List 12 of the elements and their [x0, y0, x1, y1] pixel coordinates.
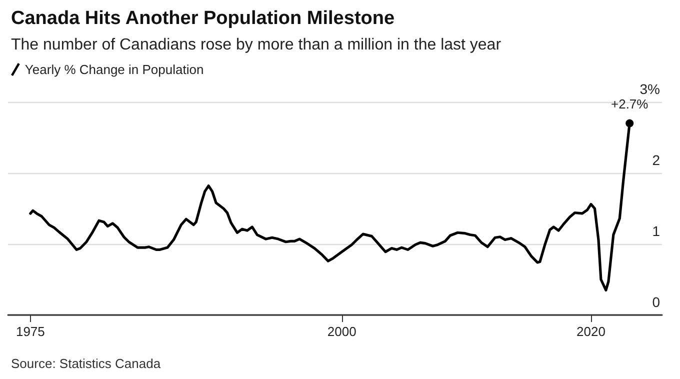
x-tick-label: 2000: [327, 324, 356, 339]
legend-label: Yearly % Change in Population: [24, 62, 204, 77]
y-tick-label: 1: [652, 223, 660, 239]
annotation: +2.7%: [610, 96, 649, 112]
y-tick-label: 0: [652, 294, 660, 310]
chart-title: Canada Hits Another Population Milestone: [11, 8, 395, 29]
chart-subtitle: The number of Canadians rose by more than a million in the last year: [11, 36, 502, 54]
source-note: Source: Statistics Canada: [11, 356, 162, 371]
x-tick-label: 1975: [16, 324, 45, 339]
y-tick-label: 2: [652, 152, 660, 168]
y-tick-label: 3%: [640, 81, 660, 97]
x-tick-label: 2020: [576, 324, 606, 339]
